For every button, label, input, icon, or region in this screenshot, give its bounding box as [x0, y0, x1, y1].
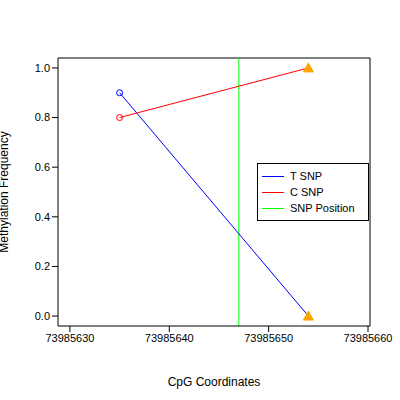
svg-text:73985650: 73985650	[244, 332, 293, 344]
svg-text:0.2: 0.2	[35, 260, 50, 272]
html-text:SNP Position: SNP Position	[290, 202, 355, 214]
svg-text:73985640: 73985640	[145, 332, 194, 344]
svg-text:0.4: 0.4	[35, 211, 50, 223]
svg-text:73985660: 73985660	[344, 332, 392, 344]
svg-text:0.8: 0.8	[35, 111, 50, 123]
svg-text:73985630: 73985630	[45, 332, 94, 344]
svg-text:0.6: 0.6	[35, 161, 50, 173]
html-text:C SNP: C SNP	[290, 186, 324, 198]
svg-text:0.0: 0.0	[35, 310, 50, 322]
html-text:T SNP: T SNP	[290, 170, 323, 182]
svg-text:CpG Coordinates: CpG Coordinates	[168, 375, 261, 389]
svg-text:Methylation Frequency: Methylation Frequency	[8, 131, 11, 252]
svg-text:1.0: 1.0	[35, 62, 50, 74]
